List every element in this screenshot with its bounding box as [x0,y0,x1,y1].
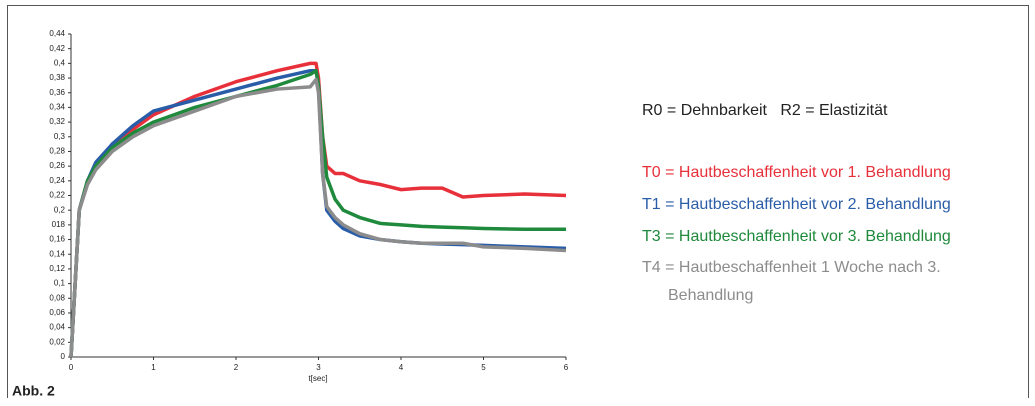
y-tick-label: 0,14 [49,249,65,258]
x-axis-label: t[sec] [308,374,327,383]
y-tick-label: 018 [52,220,66,229]
y-tick-label: 0,34 [49,103,65,112]
y-tick-label: 0,12 [49,264,65,273]
y-tick-label: 0,06 [49,308,65,317]
y-tick-label: 0 [61,352,66,361]
y-tick-label: 0,38 [49,73,65,82]
note-line: R0 = Dehnbarkeit R2 = Elastizität [642,102,887,120]
y-tick-label: 0,44 [49,29,65,38]
x-tick-label: 2 [234,363,239,372]
x-tick-label: 0 [69,363,74,372]
y-tick-label: 0,22 [49,191,65,200]
x-tick-label: 4 [399,363,404,372]
x-tick-label: 5 [481,363,486,372]
y-tick-label: 0,3 [54,132,66,141]
caption: Abb. 2 [12,383,55,399]
series-line [69,77,567,358]
legend-entry: T3 = Hautbeschaffenheit vor 3. Behandlun… [642,228,951,245]
legend-entry: T1 = Hautbeschaffenheit vor 2. Behandlun… [642,196,951,213]
x-tick-label: 3 [316,363,321,372]
y-tick-label: 0,28 [49,147,65,156]
x-tick-label: 1 [151,363,156,372]
y-tick-label: 0,36 [49,88,65,97]
legend-entry: T0 = Hautbeschaffenheit vor 1. Behandlun… [642,164,951,181]
y-tick-label: 0,08 [49,293,65,302]
y-tick-label: 0,1 [54,279,66,288]
y-tick-label: 0,24 [49,176,65,185]
y-tick-label: 0,32 [49,117,65,126]
legend-entry: T4 = Hautbeschaffenheit 1 Woche nach 3. … [642,259,941,304]
y-tick-label: 0,26 [49,161,65,170]
y-tick-label: 0,16 [49,235,65,244]
y-tick-label: 0,4 [54,58,66,67]
x-tick-label: 6 [564,363,569,372]
note: R2 = Elastizität [780,102,888,119]
note: R0 = Dehnbarkeit [642,102,767,119]
y-tick-label: 0,02 [49,337,65,346]
y-tick-label: 0,42 [49,44,65,53]
frame [7,5,1029,398]
y-tick-label: 0,04 [49,323,65,332]
y-tick-label: 0,2 [54,205,66,214]
